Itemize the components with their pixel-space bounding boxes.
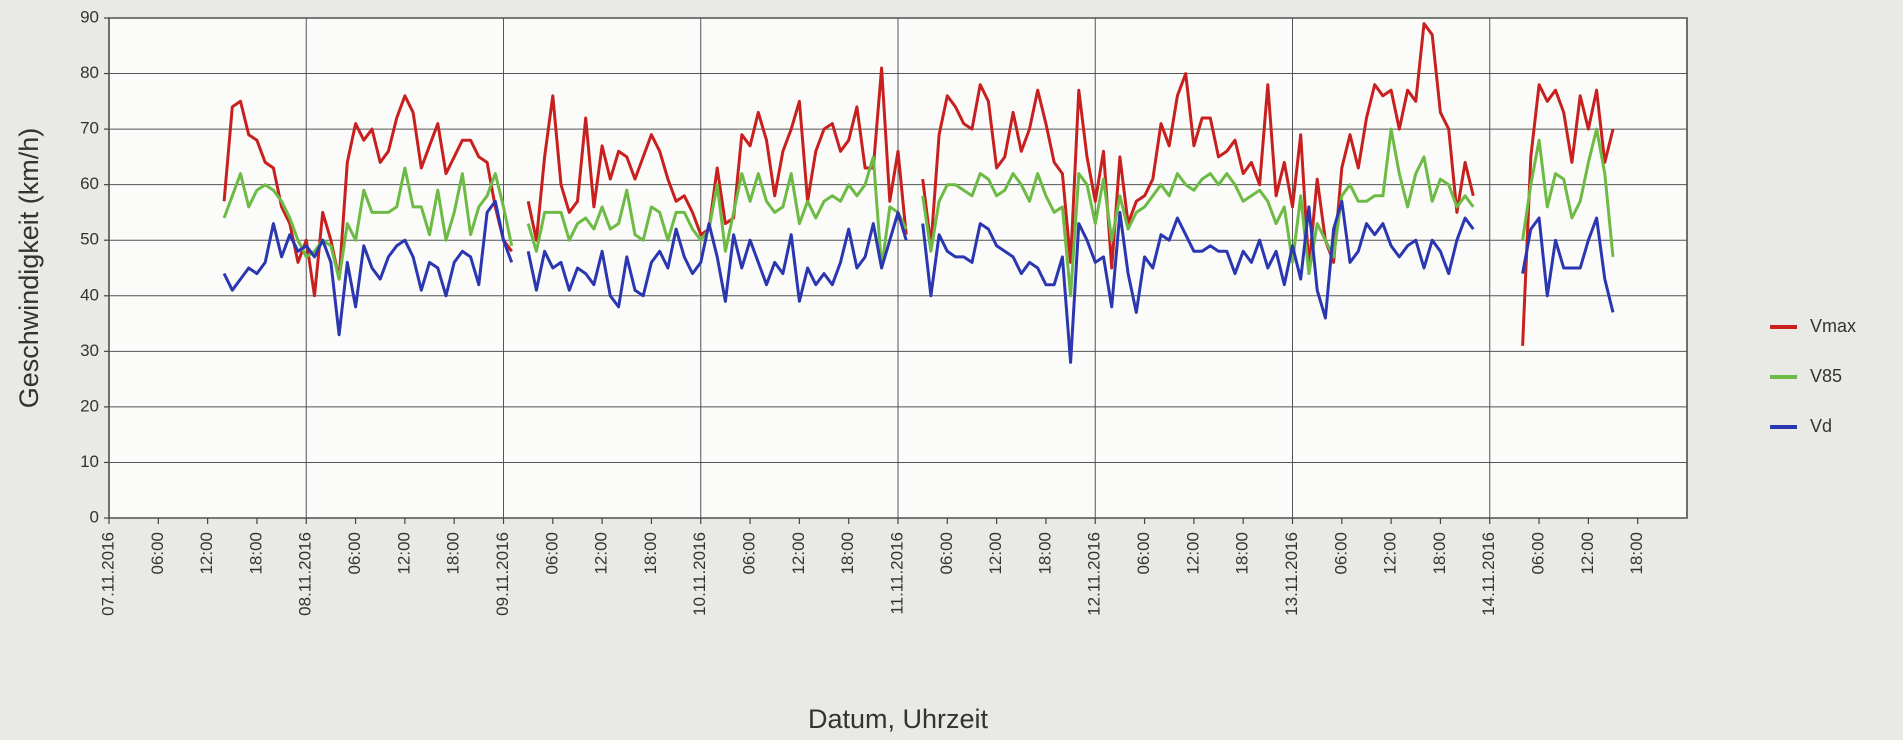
series-line: [222, 127, 1615, 298]
legend-label: V85: [1810, 366, 1842, 386]
y-tick-label: 20: [80, 396, 99, 415]
x-tick-label: 18:00: [1035, 532, 1054, 575]
x-tick-label: 08.11.2016: [296, 532, 315, 616]
x-tick-label: 06:00: [542, 532, 561, 575]
series-line: [222, 199, 1615, 364]
x-tick-label: 07.11.2016: [98, 532, 117, 616]
x-tick-label: 12:00: [789, 532, 808, 575]
y-tick-label: 80: [80, 63, 99, 82]
x-tick-label: 12:00: [1183, 532, 1202, 575]
x-tick-label: 12:00: [1578, 532, 1597, 575]
legend-label: Vmax: [1810, 316, 1856, 336]
x-tick-label: 12:00: [394, 532, 413, 575]
x-tick-label: 18:00: [246, 532, 265, 575]
y-tick-label: 40: [80, 285, 99, 304]
x-tick-label: 12:00: [592, 532, 611, 575]
y-axis-title: Geschwindigkeit (km/h): [14, 128, 44, 409]
x-tick-label: 13.11.2016: [1282, 532, 1301, 616]
y-tick-label: 10: [80, 452, 99, 471]
x-tick-label: 18:00: [1627, 532, 1646, 575]
x-tick-label: 06:00: [1529, 532, 1548, 575]
x-tick-label: 14.11.2016: [1479, 532, 1498, 616]
x-tick-label: 18:00: [444, 532, 463, 575]
y-tick-label: 60: [80, 174, 99, 193]
y-tick-label: 0: [90, 507, 99, 526]
x-tick-label: 18:00: [838, 532, 857, 575]
x-tick-label: 06:00: [937, 532, 956, 575]
x-tick-label: 06:00: [1134, 532, 1153, 575]
x-tick-label: 06:00: [148, 532, 167, 575]
y-tick-label: 30: [80, 341, 99, 360]
x-tick-label: 06:00: [1331, 532, 1350, 575]
x-tick-label: 11.11.2016: [887, 532, 906, 615]
x-tick-label: 06:00: [740, 532, 759, 575]
legend-label: Vd: [1810, 416, 1832, 436]
y-tick-label: 70: [80, 119, 99, 138]
y-tick-label: 50: [80, 230, 99, 249]
x-tick-label: 12:00: [197, 532, 216, 575]
x-axis-title: Datum, Uhrzeit: [808, 704, 989, 734]
x-tick-label: 09.11.2016: [493, 532, 512, 616]
x-tick-label: 18:00: [1233, 532, 1252, 575]
x-tick-label: 06:00: [345, 532, 364, 575]
x-tick-label: 12.11.2016: [1085, 532, 1104, 616]
x-tick-label: 10.11.2016: [690, 532, 709, 616]
y-tick-label: 90: [80, 7, 99, 26]
x-tick-label: 12:00: [986, 532, 1005, 575]
x-tick-label: 18:00: [1430, 532, 1449, 575]
x-tick-label: 18:00: [641, 532, 660, 575]
x-tick-label: 12:00: [1381, 532, 1400, 575]
series-line: [222, 22, 1615, 346]
